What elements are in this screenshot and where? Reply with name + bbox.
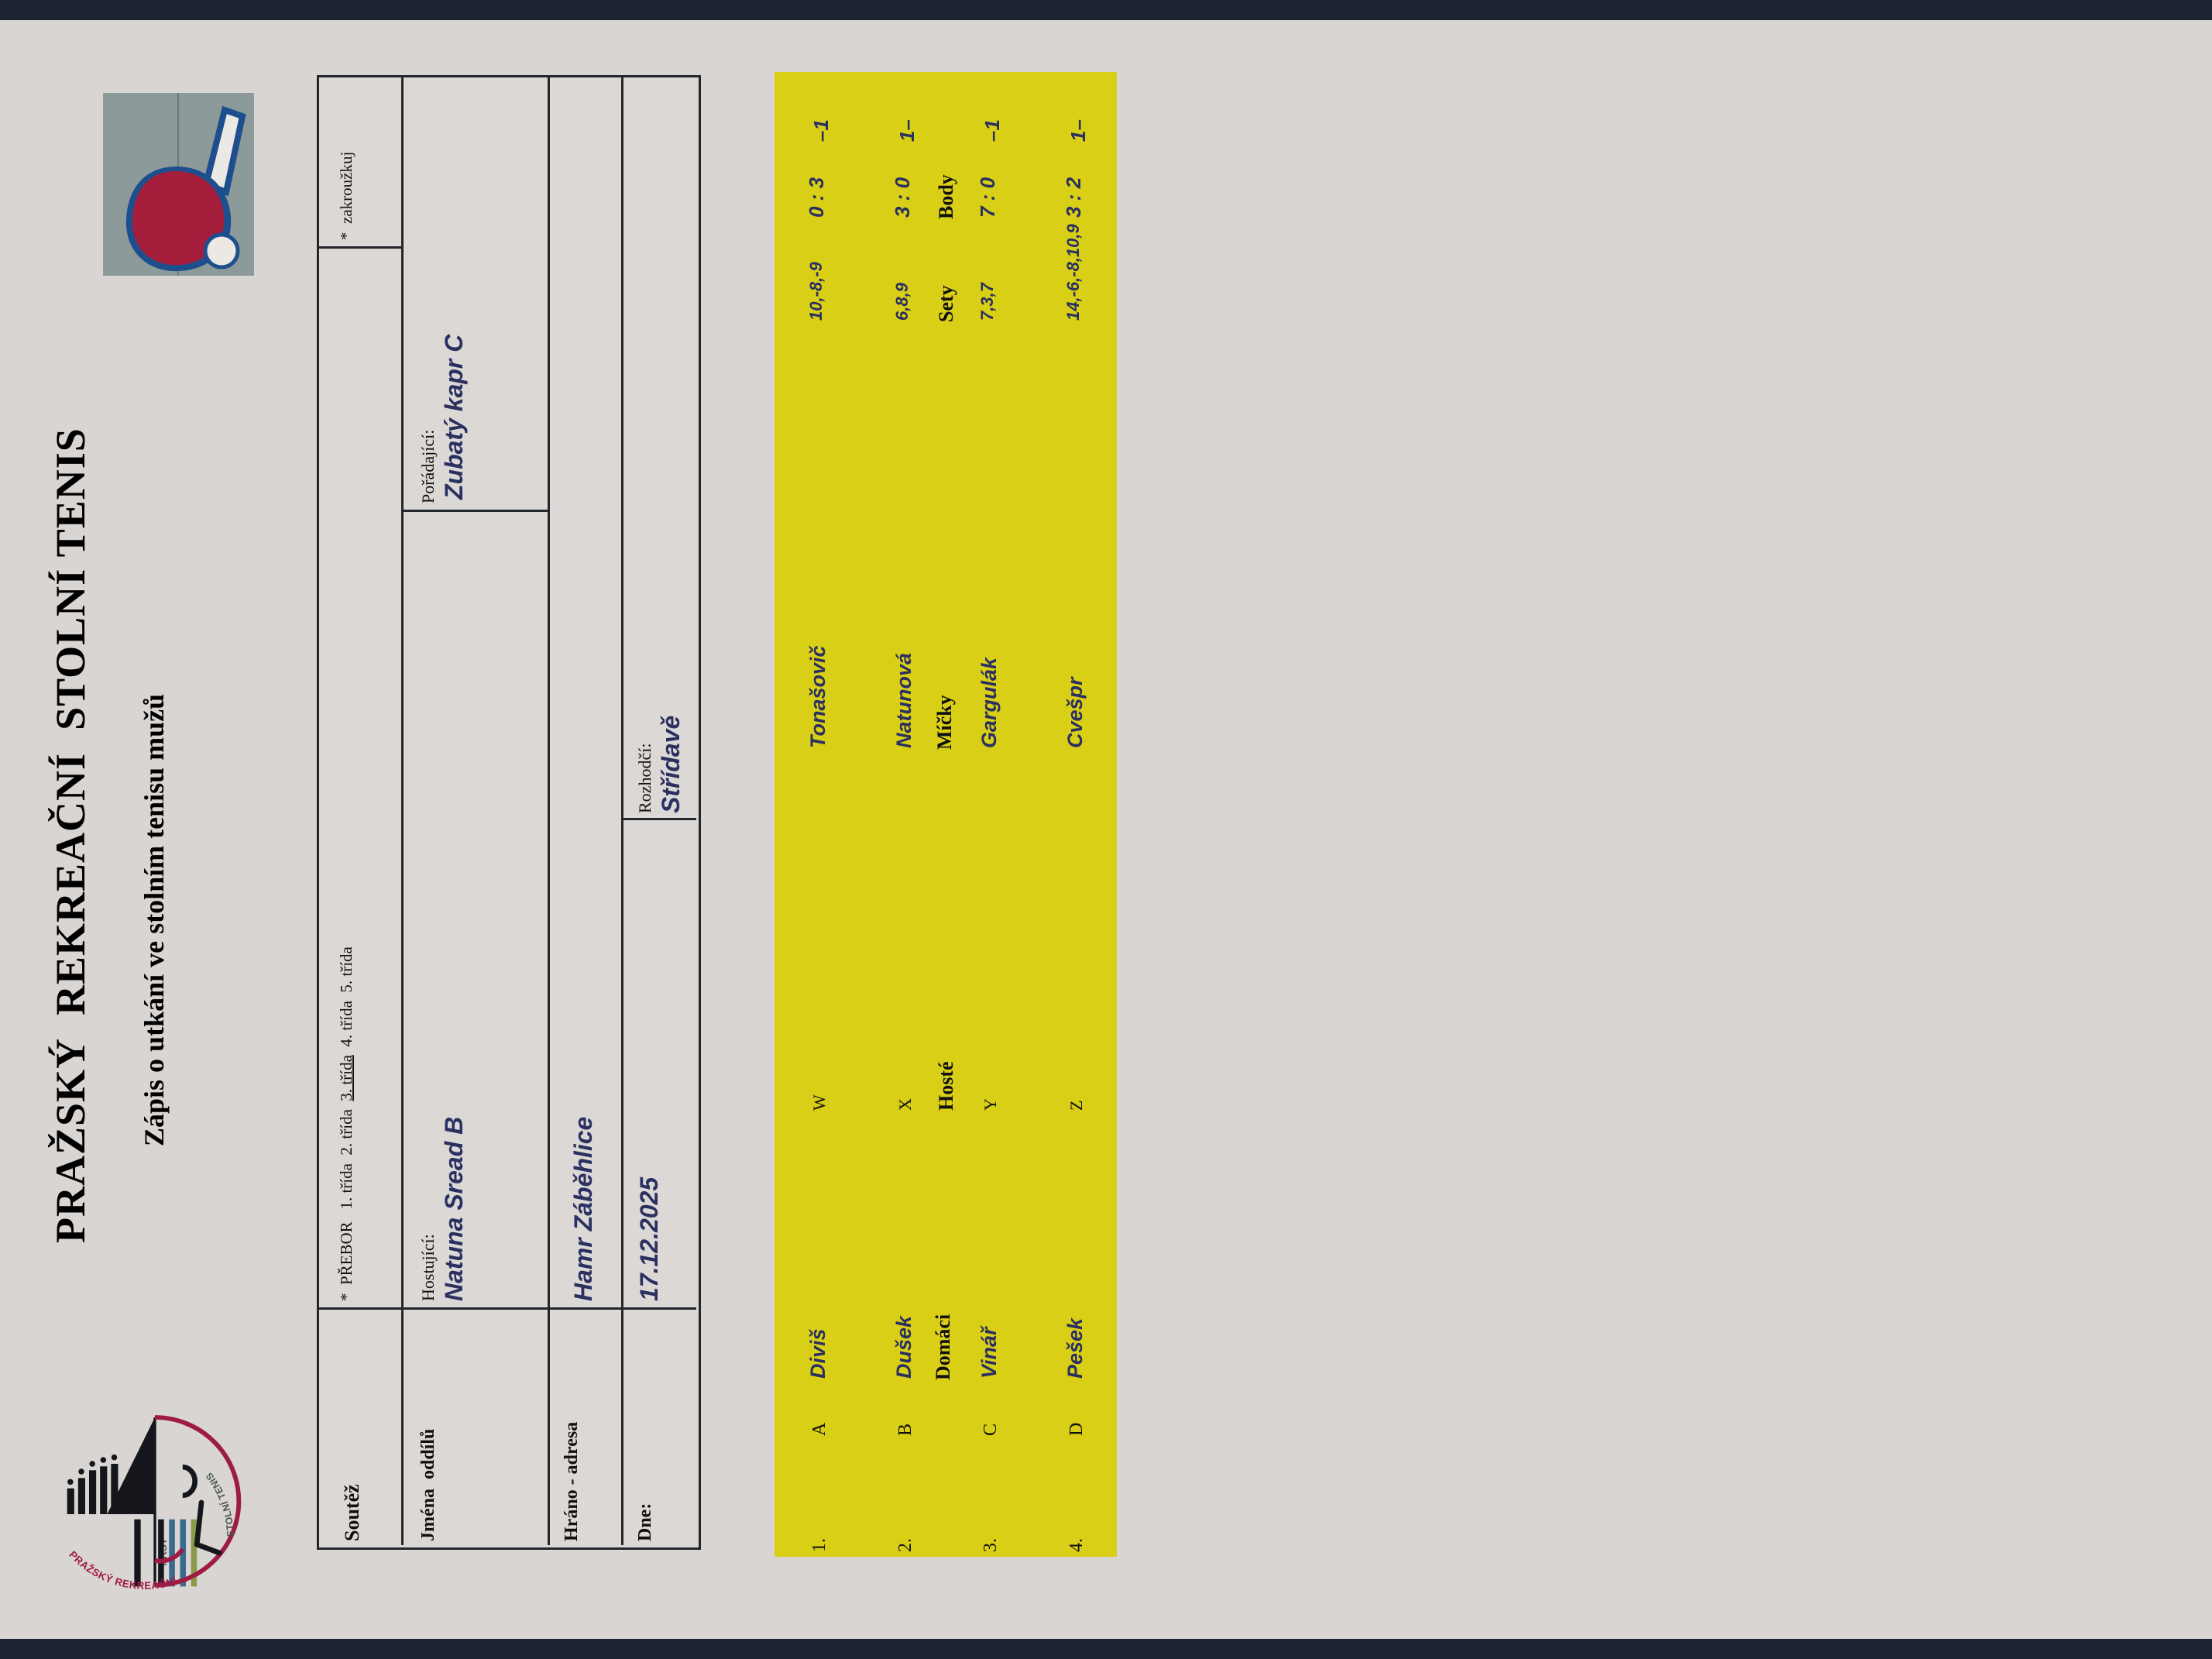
svg-text:STOLNÍ TENIS: STOLNÍ TENIS [204, 1470, 236, 1537]
